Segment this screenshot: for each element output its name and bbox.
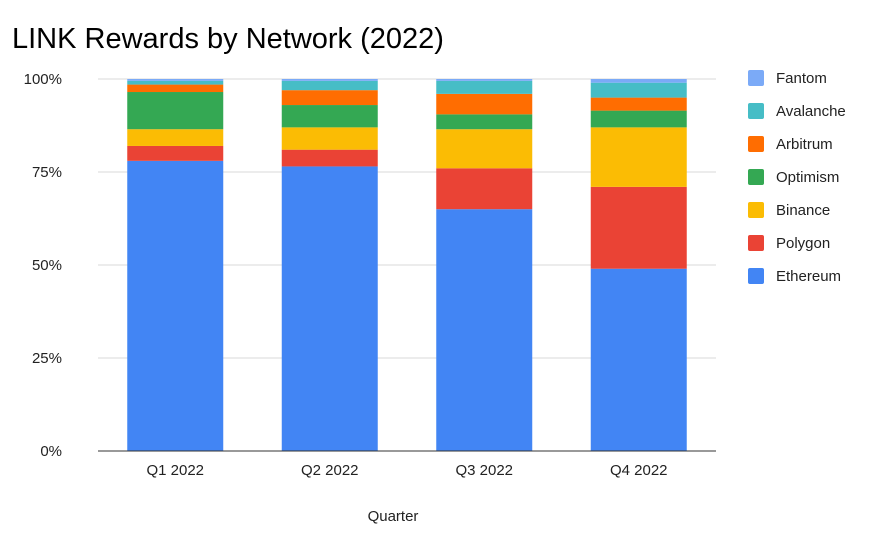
bar-segment-optimism (436, 114, 533, 130)
legend-swatch (748, 169, 764, 185)
bars (127, 79, 687, 452)
legend-label: Binance (776, 202, 830, 219)
legend-label: Polygon (776, 235, 830, 252)
legend-item: Ethereum (748, 268, 841, 285)
bar-segment-polygon (281, 149, 378, 167)
bar-segment-binance (590, 127, 687, 187)
bar-segment-fantom (127, 79, 224, 81)
x-axis-title: Quarter (368, 508, 419, 525)
bar-segment-ethereum (127, 160, 224, 451)
legend-swatch (748, 235, 764, 251)
bar-segment-polygon (436, 168, 533, 210)
legend-swatch (748, 202, 764, 218)
legend-swatch (748, 136, 764, 152)
bar-stack (590, 79, 687, 451)
x-tick-label: Q1 2022 (146, 462, 204, 479)
y-tick-label: 100% (24, 71, 62, 88)
legend-swatch (748, 70, 764, 86)
bar-stack (281, 79, 378, 452)
bar-segment-polygon (127, 145, 224, 161)
bar-segment-arbitrum (436, 93, 533, 115)
y-axis-ticks: 0% 25% 50% 75% 100% (24, 71, 62, 460)
legend-item: Avalanche (748, 103, 846, 120)
bar-segment-avalanche (127, 80, 224, 85)
bar-segment-optimism (281, 105, 378, 128)
bar-segment-arbitrum (590, 97, 687, 111)
legend-item: Arbitrum (748, 136, 833, 153)
bar-segment-ethereum (436, 209, 533, 451)
x-tick-label: Q4 2022 (610, 462, 668, 479)
legend-item: Polygon (748, 235, 830, 252)
bar-segment-ethereum (281, 166, 378, 452)
y-tick-label: 0% (40, 443, 62, 460)
bar-segment-fantom (590, 79, 687, 83)
legend-item: Optimism (748, 169, 839, 186)
x-tick-label: Q3 2022 (455, 462, 513, 479)
x-tick-label: Q2 2022 (301, 462, 359, 479)
legend: Fantom Avalanche Arbitrum Optimism Binance Po… (748, 70, 846, 285)
y-tick-label: 75% (32, 164, 62, 181)
x-axis-ticks: Q1 2022 Q2 2022 Q3 2022 Q4 2022 (146, 462, 667, 479)
chart-title: LINK Rewards by Network (2022) (12, 23, 444, 55)
legend-label: Avalanche (776, 103, 846, 120)
legend-label: Fantom (776, 70, 827, 87)
bar-segment-ethereum (590, 268, 687, 451)
bar-segment-fantom (436, 79, 533, 81)
y-tick-label: 50% (32, 257, 62, 274)
bar-segment-avalanche (281, 80, 378, 91)
y-tick-label: 25% (32, 350, 62, 367)
legend-label: Optimism (776, 169, 839, 186)
bar-segment-avalanche (590, 82, 687, 98)
bar-segment-arbitrum (127, 84, 224, 93)
bar-segment-polygon (590, 186, 687, 269)
legend-item: Binance (748, 202, 830, 219)
legend-label: Ethereum (776, 268, 841, 285)
bar-segment-binance (281, 127, 378, 150)
bar-segment-fantom (281, 79, 378, 81)
bar-segment-avalanche (436, 80, 533, 94)
legend-item: Fantom (748, 70, 827, 87)
legend-label: Arbitrum (776, 136, 833, 153)
legend-swatch (748, 103, 764, 119)
bar-segment-optimism (127, 92, 224, 130)
bar-segment-optimism (590, 110, 687, 128)
bar-stack (436, 79, 533, 451)
bar-segment-binance (127, 129, 224, 146)
bar-segment-binance (436, 129, 533, 169)
bar-segment-arbitrum (281, 90, 378, 106)
legend-swatch (748, 268, 764, 284)
bar-stack (127, 79, 224, 451)
